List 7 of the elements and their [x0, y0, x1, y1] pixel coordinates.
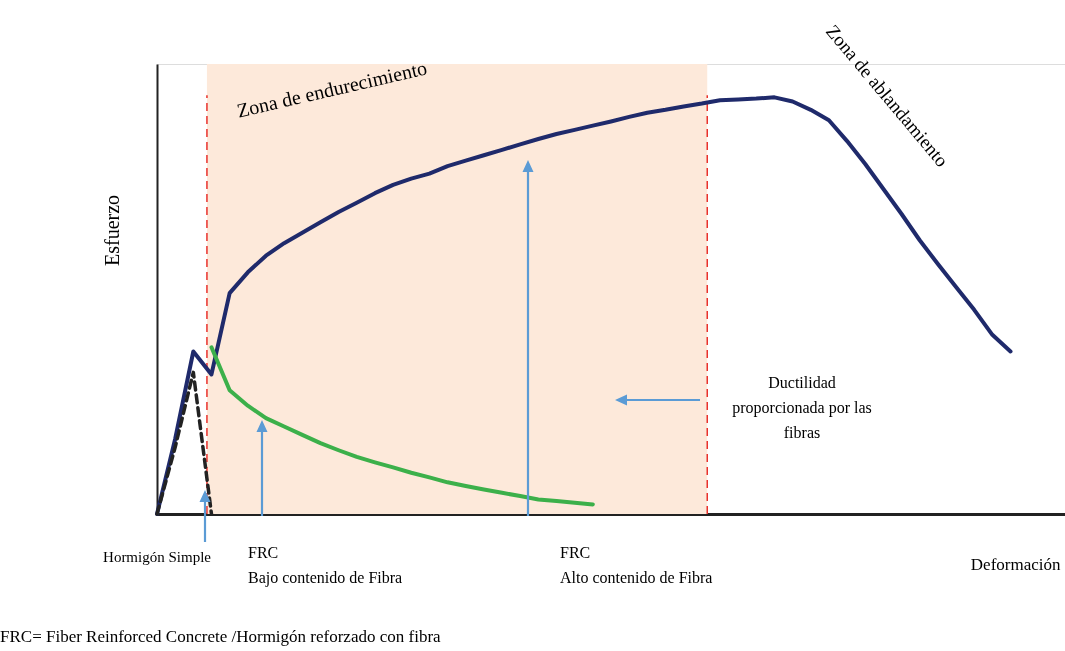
text: FRC Alto contenido de Fibra — [560, 544, 713, 586]
y-axis-title: Esfuerzo — [100, 194, 123, 267]
text: FRC= Fiber Reinforced Concrete /Hormigón reforzado con fibra — [0, 627, 442, 646]
annotation: Ductilidad proporcionada por las fibras — [732, 374, 872, 441]
text: Hormigón Simple — [103, 549, 212, 565]
x-axis-title: Deformación — [970, 554, 1061, 574]
text: FRC Bajo contenido de Fibra — [248, 544, 403, 587]
